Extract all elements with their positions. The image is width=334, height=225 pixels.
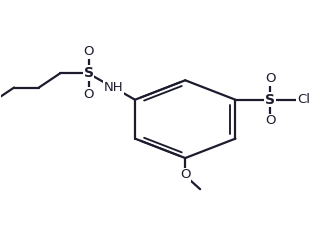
Text: O: O — [265, 114, 276, 127]
Text: O: O — [84, 45, 94, 58]
Text: O: O — [84, 88, 94, 101]
Text: O: O — [265, 72, 276, 85]
Text: S: S — [84, 66, 94, 80]
Text: O: O — [180, 168, 190, 181]
Text: Cl: Cl — [297, 93, 310, 106]
Text: S: S — [265, 93, 275, 107]
Text: NH: NH — [104, 81, 123, 94]
